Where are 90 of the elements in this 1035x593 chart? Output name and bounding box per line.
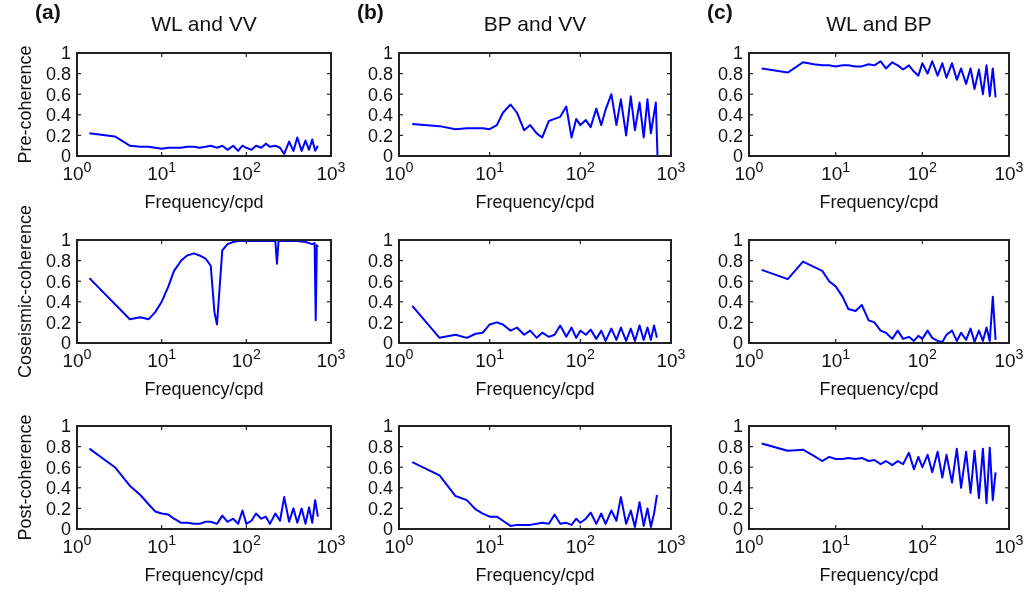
x-axis-title: Frequency/cpd (475, 565, 595, 585)
x-axis-title: Frequency/cpd (144, 192, 264, 212)
y-tick-label: 0.8 (45, 436, 71, 457)
y-tick-label: 0.4 (367, 478, 393, 499)
chart-title: BP and VV (483, 12, 587, 35)
x-tick-label: 10$^{2}$ (565, 159, 595, 184)
y-tick-label: 1 (732, 43, 743, 64)
x-tick-label: 10$^{1}$ (821, 346, 851, 371)
y-tick-label: 0.4 (717, 292, 743, 313)
x-tick-label: 10$^{3}$ (994, 159, 1024, 184)
y-tick-label: 0.6 (717, 457, 743, 478)
x-tick-label: 10$^{1}$ (147, 346, 177, 371)
x-tick-label: 10$^{1}$ (821, 159, 851, 184)
y-tick-label: 0.6 (717, 84, 743, 105)
y-tick-label: 0.4 (367, 105, 393, 126)
y-tick-label: 1 (382, 416, 393, 437)
y-tick-label: 0.4 (45, 292, 71, 313)
y-tick-label: 1 (60, 416, 71, 437)
x-tick-label: 10$^{2}$ (907, 159, 937, 184)
chart-title: WL and BP (826, 12, 932, 35)
text: (a) (35, 0, 61, 23)
x-tick-label: 10$^{3}$ (994, 532, 1024, 557)
text: (c) (707, 0, 733, 23)
x-tick-label: 10$^{1}$ (475, 346, 505, 371)
x-tick-label: 10$^{1}$ (475, 159, 505, 184)
y-axis-title: Pre-coherence (15, 45, 35, 164)
x-axis-title: Frequency/cpd (819, 565, 939, 585)
y-tick-label: 0.8 (367, 250, 393, 271)
y-axis-title: Coseismic-coherence (15, 204, 35, 379)
y-tick-label: 0.2 (45, 125, 71, 146)
x-tick-label: 10$^{2}$ (231, 159, 261, 184)
y-tick-label: 0.2 (367, 312, 393, 333)
y-tick-label: 0.8 (717, 63, 743, 84)
x-tick-label: 10$^{3}$ (316, 532, 346, 557)
x-axis-title: Frequency/cpd (475, 379, 595, 399)
y-tick-label: 0.8 (367, 63, 393, 84)
y-axis-title: Post-coherence (15, 414, 35, 541)
x-tick-label: 10$^{2}$ (565, 346, 595, 371)
y-tick-label: 1 (60, 43, 71, 64)
y-tick-label: 0.6 (367, 457, 393, 478)
y-tick-label: 0.4 (45, 478, 71, 499)
y-tick-label: 0.8 (717, 436, 743, 457)
y-tick-label: 1 (382, 230, 393, 251)
y-tick-label: 1 (732, 230, 743, 251)
x-tick-label: 10$^{1}$ (147, 159, 177, 184)
y-tick-label: 0.2 (45, 312, 71, 333)
x-tick-label: 10$^{3}$ (656, 346, 686, 371)
y-tick-label: 1 (60, 230, 71, 251)
y-tick-label: 0.2 (717, 498, 743, 519)
y-tick-label: 0.6 (45, 84, 71, 105)
y-tick-label: 0.6 (717, 271, 743, 292)
x-tick-label: 10$^{1}$ (821, 532, 851, 557)
y-tick-label: 0.6 (45, 271, 71, 292)
y-tick-label: 0.2 (367, 498, 393, 519)
chart-title: WL and VV (151, 12, 257, 35)
y-tick-label: 0.4 (717, 105, 743, 126)
y-tick-label: 0.8 (367, 436, 393, 457)
x-tick-label: 10$^{1}$ (475, 532, 505, 557)
y-tick-label: 0.8 (45, 250, 71, 271)
x-tick-label: 10$^{3}$ (316, 346, 346, 371)
y-tick-label: 0.6 (367, 84, 393, 105)
x-tick-label: 10$^{3}$ (994, 346, 1024, 371)
x-axis-title: Frequency/cpd (144, 565, 264, 585)
x-tick-label: 10$^{3}$ (316, 159, 346, 184)
y-tick-label: 0.4 (367, 292, 393, 313)
x-axis-title: Frequency/cpd (475, 192, 595, 212)
x-axis-title: Frequency/cpd (144, 379, 264, 399)
x-tick-label: 10$^{2}$ (907, 532, 937, 557)
y-tick-label: 1 (382, 43, 393, 64)
y-tick-label: 0.4 (717, 478, 743, 499)
y-tick-label: 0.6 (45, 457, 71, 478)
y-tick-label: 0.8 (45, 63, 71, 84)
x-tick-label: 10$^{1}$ (147, 532, 177, 557)
x-tick-label: 10$^{2}$ (231, 532, 261, 557)
x-tick-label: 10$^{2}$ (907, 346, 937, 371)
y-tick-label: 0.2 (717, 125, 743, 146)
y-tick-label: 0.2 (45, 498, 71, 519)
y-tick-label: 1 (732, 416, 743, 437)
x-axis-title: Frequency/cpd (819, 192, 939, 212)
x-tick-label: 10$^{2}$ (231, 346, 261, 371)
x-tick-label: 10$^{3}$ (656, 532, 686, 557)
y-tick-label: 0.2 (717, 312, 743, 333)
x-axis-title: Frequency/cpd (819, 379, 939, 399)
y-tick-label: 0.6 (367, 271, 393, 292)
text: (b) (357, 0, 384, 23)
x-tick-label: 10$^{2}$ (565, 532, 595, 557)
y-tick-label: 0.2 (367, 125, 393, 146)
y-tick-label: 0.4 (45, 105, 71, 126)
y-tick-label: 0.8 (717, 250, 743, 271)
x-tick-label: 10$^{3}$ (656, 159, 686, 184)
